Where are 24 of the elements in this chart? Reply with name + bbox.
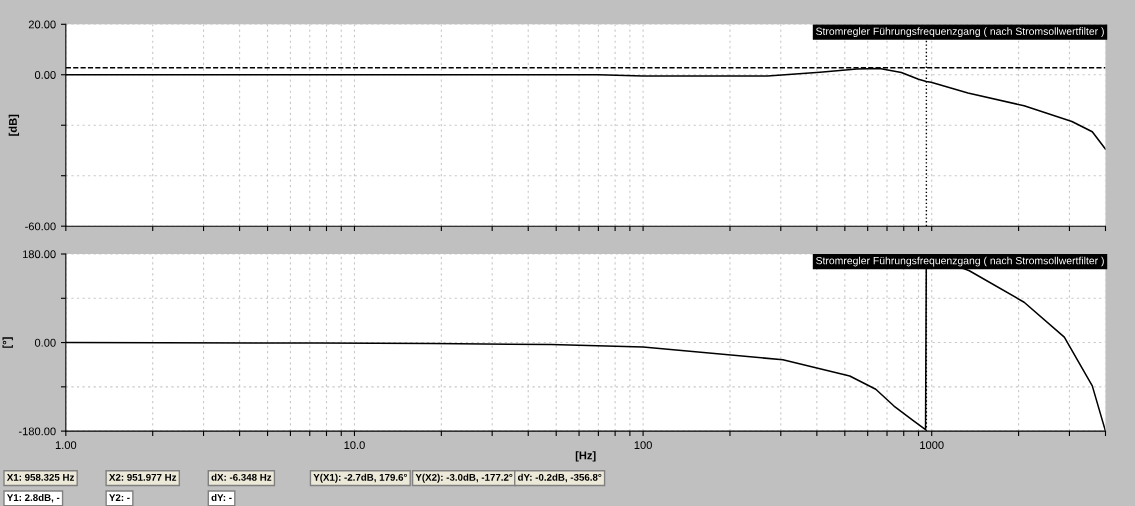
y-axis-title: [dB]: [8, 114, 20, 136]
text: X1: 958.325 Hz: [6, 473, 75, 481]
y-tick-label: 20.00: [28, 20, 56, 29]
y-axis-title: [°]: [2, 337, 13, 348]
text: Y(X2): -3.0dB, -177.2°: [415, 473, 513, 483]
annotation: Stromregler Führungsfrequenzgang ( nach Stromsollwertfilter ): [816, 27, 1104, 38]
x-tick-label: 1000: [920, 441, 944, 449]
text: X2: 951.977 Hz: [109, 473, 177, 481]
text: dY: -0.2dB, -356.8°: [517, 473, 602, 483]
y-tick-label: -60.00: [25, 222, 56, 231]
text: dX: -6.348 Hz: [211, 473, 272, 481]
text: dY: -: [211, 493, 232, 502]
text: Y2: -: [109, 494, 130, 501]
text: Y1: 2.8dB, -: [6, 493, 60, 503]
y-tick-label: 0.00: [34, 71, 56, 79]
x-axis-title: [Hz]: [575, 451, 596, 462]
y-tick-label: 180.00: [22, 250, 56, 259]
x-tick-label: 1.00: [55, 441, 77, 449]
annotation: Stromregler Führungsfrequenzgang ( nach Stromsollwertfilter ): [816, 256, 1104, 267]
x-tick-label: 10.0: [344, 441, 365, 449]
x-tick-label: 100: [634, 441, 652, 449]
y-tick-label: -180.00: [18, 427, 56, 436]
y-tick-label: 0.00: [34, 338, 56, 347]
text: Y(X1): -2.7dB, 179.6°: [313, 473, 407, 483]
